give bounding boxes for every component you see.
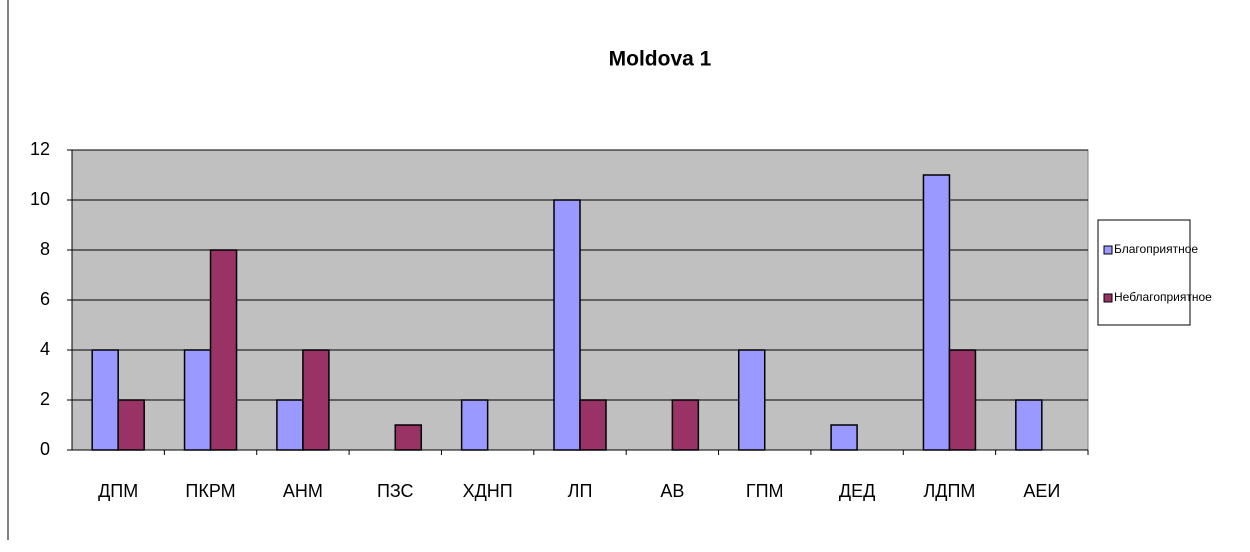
y-tick-label: 0 (40, 439, 50, 459)
bar (276, 399, 304, 451)
legend-box (1097, 219, 1191, 326)
x-tick-label: АВ (660, 481, 684, 501)
x-tick-label: ПЗС (377, 481, 414, 501)
x-tick-label: АНМ (283, 481, 323, 501)
bar (117, 399, 145, 451)
bar (553, 199, 581, 451)
chart-title: Moldova 1 (609, 48, 712, 71)
x-tick-label: ХДНП (463, 481, 513, 501)
x-tick-label: ДЕД (839, 481, 875, 501)
bar (1015, 399, 1043, 451)
legend-swatch (1103, 293, 1113, 303)
x-tick-label: ПКРМ (185, 481, 235, 501)
bar (183, 349, 212, 451)
x-tick-label: ГПМ (746, 481, 784, 501)
x-tick-label: ЛДПМ (923, 481, 975, 501)
y-tick-label: 2 (40, 389, 50, 409)
bar (830, 424, 858, 451)
bar (671, 399, 700, 451)
bar (91, 349, 119, 451)
bar (579, 399, 607, 451)
x-tick-label: ЛП (568, 481, 593, 501)
y-tick-label: 12 (30, 139, 50, 159)
y-tick-label: 6 (40, 289, 50, 309)
bar (922, 174, 951, 451)
x-tick-label: ДПМ (98, 481, 138, 501)
bar (737, 349, 766, 451)
x-tick-label: АЕИ (1023, 481, 1060, 501)
legend-swatch (1103, 245, 1113, 255)
legend-label: Неблагоприятное (1114, 290, 1212, 304)
bar (209, 249, 238, 451)
bar (948, 349, 977, 451)
y-tick-label: 10 (30, 189, 50, 209)
legend-label: Благоприятное (1114, 242, 1198, 256)
y-tick-label: 8 (40, 239, 50, 259)
y-tick-label: 4 (40, 339, 50, 359)
bar (394, 424, 423, 451)
bar (302, 349, 330, 451)
bar (460, 399, 489, 451)
